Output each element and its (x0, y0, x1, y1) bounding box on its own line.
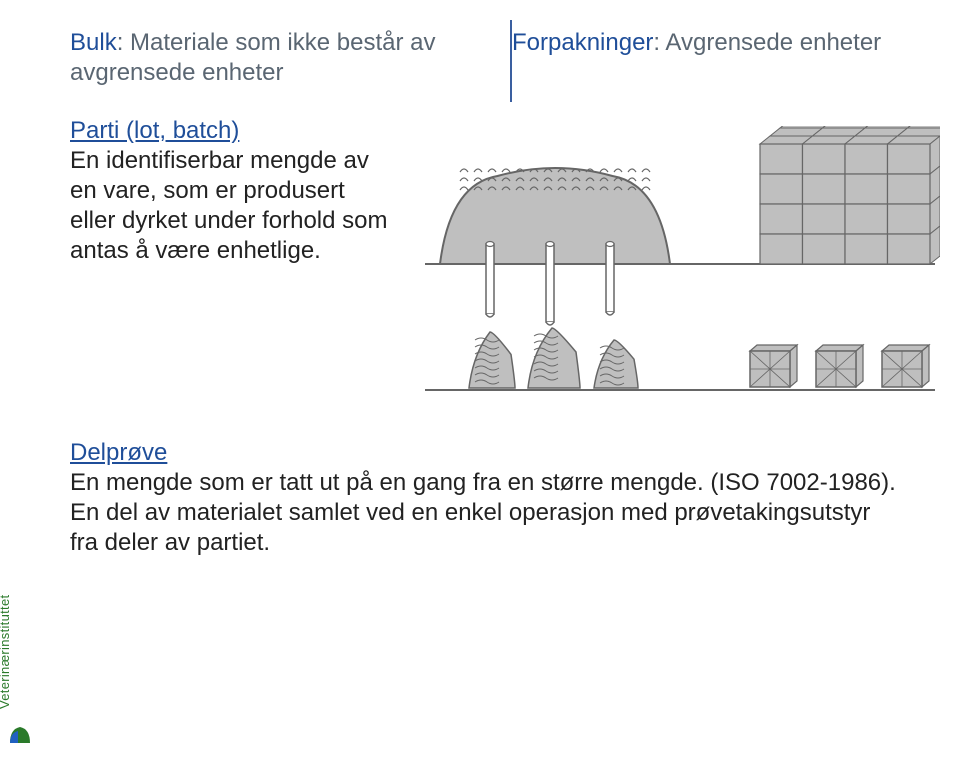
parti-title: Parti (lot, batch) (70, 117, 239, 144)
header-right-gray: : Avgrensede enheter (653, 29, 881, 56)
diagram-wrap (420, 116, 940, 426)
delprove-title: Delprøve (70, 439, 167, 466)
header-right: Forpakninger: Avgrensede enheter (512, 28, 930, 88)
parti-block: Parti (lot, batch) En identifiserbar men… (70, 116, 396, 426)
header-left-blue: Bulk (70, 29, 117, 56)
header-right-blue: Forpakninger (512, 29, 653, 56)
header-row: Bulk: Materiale som ikke består av avgre… (0, 28, 960, 88)
delprove-block: Delprøve En mengde som er tatt ut på en … (0, 426, 960, 558)
delprove-body: En mengde som er tatt ut på en gang fra … (70, 469, 896, 556)
parti-body: En identifiserbar mengde av en vare, som… (70, 147, 387, 264)
logo-text: Veterinærinstituttet (0, 595, 12, 709)
header-divider (510, 20, 512, 102)
header-left: Bulk: Materiale som ikke består av avgre… (70, 28, 488, 88)
body-row: Parti (lot, batch) En identifiserbar men… (0, 88, 960, 426)
header-left-gray: : Materiale som ikke består av avgrensed… (70, 29, 435, 86)
slide: Bulk: Materiale som ikke består av avgre… (0, 0, 960, 783)
sampling-diagram (420, 126, 940, 426)
logo-icon (6, 721, 34, 749)
logo-strip: Veterinærinstituttet (0, 0, 38, 783)
